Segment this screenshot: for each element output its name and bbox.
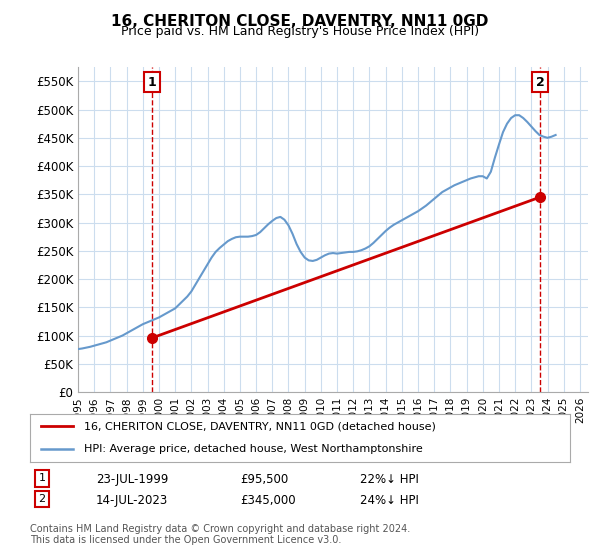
Text: Contains HM Land Registry data © Crown copyright and database right 2024.
This d: Contains HM Land Registry data © Crown c… xyxy=(30,524,410,545)
Text: £95,500: £95,500 xyxy=(240,473,288,486)
Text: 16, CHERITON CLOSE, DAVENTRY, NN11 0GD (detached house): 16, CHERITON CLOSE, DAVENTRY, NN11 0GD (… xyxy=(84,421,436,431)
Text: 2: 2 xyxy=(38,494,46,504)
Text: 22%↓ HPI: 22%↓ HPI xyxy=(360,473,419,486)
Text: £345,000: £345,000 xyxy=(240,494,296,507)
Text: 24%↓ HPI: 24%↓ HPI xyxy=(360,494,419,507)
Text: 1: 1 xyxy=(147,76,156,88)
Text: 2: 2 xyxy=(536,76,544,88)
Text: 1: 1 xyxy=(38,473,46,483)
Text: Price paid vs. HM Land Registry's House Price Index (HPI): Price paid vs. HM Land Registry's House … xyxy=(121,25,479,38)
Text: 14-JUL-2023: 14-JUL-2023 xyxy=(96,494,168,507)
Text: HPI: Average price, detached house, West Northamptonshire: HPI: Average price, detached house, West… xyxy=(84,444,423,454)
Text: 16, CHERITON CLOSE, DAVENTRY, NN11 0GD: 16, CHERITON CLOSE, DAVENTRY, NN11 0GD xyxy=(112,14,488,29)
Text: 23-JUL-1999: 23-JUL-1999 xyxy=(96,473,169,486)
